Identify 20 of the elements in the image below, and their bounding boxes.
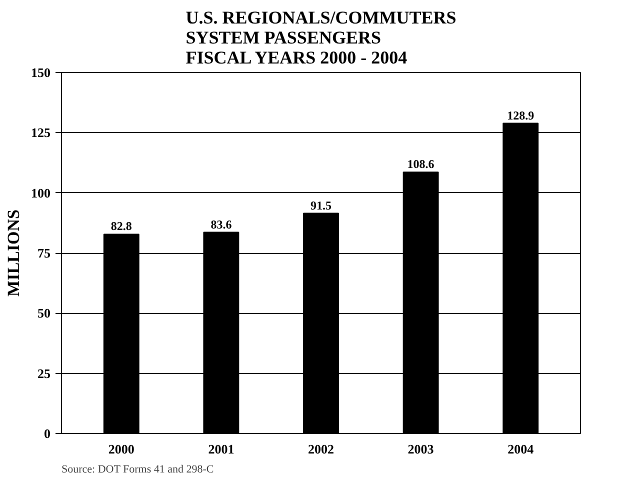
- data-label: 128.9: [507, 108, 534, 122]
- y-tick-label: 100: [31, 185, 50, 200]
- y-tick-label: 0: [44, 426, 50, 441]
- y-tick-label: 125: [31, 125, 51, 140]
- x-tick-label: 2002: [308, 442, 334, 456]
- source-note: Source: DOT Forms 41 and 298-C: [62, 464, 214, 476]
- data-label: 82.8: [110, 219, 132, 234]
- x-tick-label: 2001: [208, 442, 234, 456]
- y-tick-label: 150: [31, 65, 50, 80]
- x-tick-label: 2000: [108, 442, 134, 456]
- chart-title: U.S. REGIONALS/COMMUTERS SYSTEM PASSENGERS FISCAL YEARS 2000 - 2004: [186, 8, 456, 68]
- data-label: 83.6: [210, 217, 232, 232]
- data-label: 108.6: [407, 157, 434, 172]
- y-tick-label: 50: [38, 306, 50, 321]
- x-tick-label: 2003: [408, 442, 434, 456]
- y-axis-title: MILLIONS: [4, 210, 23, 296]
- y-tick-label: 25: [38, 366, 51, 381]
- y-tick-label: 75: [38, 246, 51, 260]
- data-label: 91.5: [310, 198, 332, 212]
- x-tick-label: 2004: [508, 442, 534, 456]
